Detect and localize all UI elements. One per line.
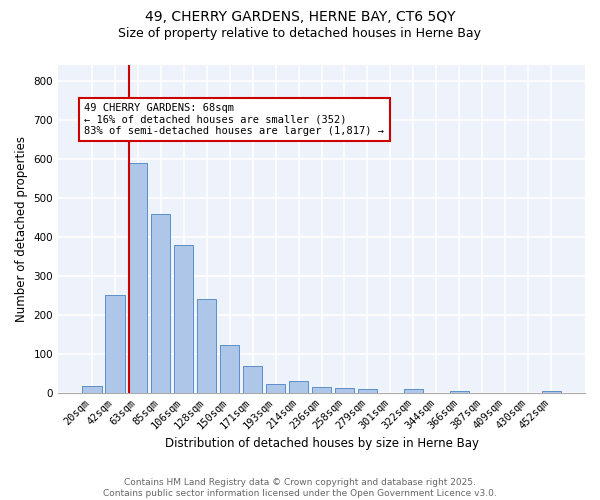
Bar xyxy=(151,214,170,393)
Bar xyxy=(289,382,308,393)
Bar xyxy=(197,300,217,393)
Bar xyxy=(404,389,423,393)
Bar xyxy=(358,389,377,393)
Bar xyxy=(542,391,561,393)
Text: Size of property relative to detached houses in Herne Bay: Size of property relative to detached ho… xyxy=(119,28,482,40)
Bar xyxy=(312,387,331,393)
Bar xyxy=(105,294,125,393)
Bar xyxy=(174,246,193,393)
Bar xyxy=(82,386,101,393)
X-axis label: Distribution of detached houses by size in Herne Bay: Distribution of detached houses by size … xyxy=(164,437,479,450)
Bar xyxy=(449,391,469,393)
Text: Contains HM Land Registry data © Crown copyright and database right 2025.
Contai: Contains HM Land Registry data © Crown c… xyxy=(103,478,497,498)
Bar xyxy=(335,388,354,393)
Bar xyxy=(243,366,262,393)
Bar xyxy=(220,346,239,393)
Y-axis label: Number of detached properties: Number of detached properties xyxy=(15,136,28,322)
Text: 49 CHERRY GARDENS: 68sqm
← 16% of detached houses are smaller (352)
83% of semi-: 49 CHERRY GARDENS: 68sqm ← 16% of detach… xyxy=(85,102,385,136)
Bar xyxy=(266,384,286,393)
Text: 49, CHERRY GARDENS, HERNE BAY, CT6 5QY: 49, CHERRY GARDENS, HERNE BAY, CT6 5QY xyxy=(145,10,455,24)
Bar xyxy=(128,162,148,393)
